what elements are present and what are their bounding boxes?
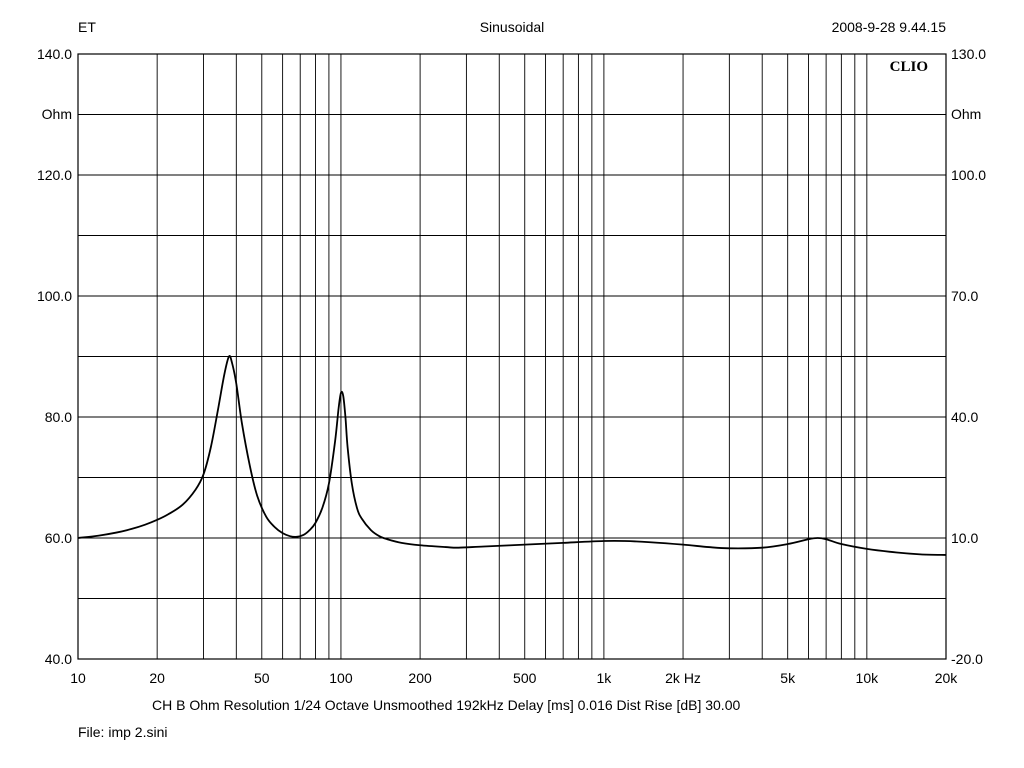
plot-frame	[77, 53, 947, 660]
header-right: 2008-9-28 9.44.15	[832, 19, 947, 35]
y-tick-label-right: -20.0	[951, 651, 983, 667]
y-tick-label-right: 130.0	[951, 46, 986, 62]
grid	[78, 54, 946, 659]
impedance-curve	[77, 355, 947, 556]
x-tick-label: 10k	[856, 670, 880, 686]
x-tick-label: 5k	[780, 670, 796, 686]
header-center: Sinusoidal	[480, 19, 545, 35]
y-tick-label-left: 140.0	[37, 46, 72, 62]
x-tick-label: 20k	[935, 670, 959, 686]
y-tick-label-left: 120.0	[37, 167, 72, 183]
y-axis-left-label: Ohm	[42, 106, 72, 122]
x-tick-label: 2k Hz	[665, 670, 701, 686]
y-tick-label-left: 100.0	[37, 288, 72, 304]
x-tick-label: 100	[329, 670, 353, 686]
footer-info: CH B Ohm Resolution 1/24 Octave Unsmooth…	[152, 697, 740, 713]
y-axis-right-label: Ohm	[951, 106, 981, 122]
x-tick-label: 200	[408, 670, 432, 686]
y-tick-label-right: 70.0	[951, 288, 978, 304]
y-tick-label-right: 40.0	[951, 409, 978, 425]
x-ticks: 10 20 50 100 200 500 1k 2k Hz 5k 10k 20k	[70, 670, 958, 686]
y-tick-label-right: 100.0	[951, 167, 986, 183]
y-tick-label-left: 40.0	[45, 651, 72, 667]
y-tick-label-left: 60.0	[45, 530, 72, 546]
x-tick-label: 10	[70, 670, 86, 686]
y-tick-label-left: 80.0	[45, 409, 72, 425]
header-left: ET	[78, 19, 96, 35]
y-tick-label-right: 10.0	[951, 530, 978, 546]
x-tick-label: 500	[513, 670, 537, 686]
y-ticks-left: 140.0 120.0 100.0 80.0 60.0 40.0	[37, 46, 72, 667]
y-ticks-right: 130.0 100.0 70.0 40.0 10.0 -20.0	[951, 46, 986, 667]
clio-watermark: CLIO	[890, 59, 928, 75]
x-tick-label: 50	[254, 670, 270, 686]
x-tick-label: 1k	[596, 670, 612, 686]
x-tick-label: 20	[149, 670, 165, 686]
footer-file: File: imp 2.sini	[78, 724, 167, 740]
